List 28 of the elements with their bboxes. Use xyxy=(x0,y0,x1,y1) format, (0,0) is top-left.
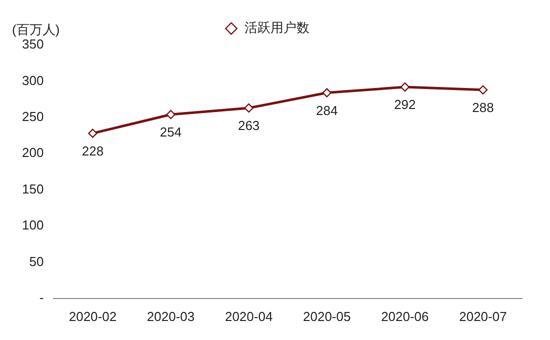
y-tick-label: 200 xyxy=(22,145,44,160)
point xyxy=(166,110,176,120)
point xyxy=(400,82,410,92)
x-tick-label: 2020-02 xyxy=(68,308,117,324)
point xyxy=(478,85,488,94)
point xyxy=(244,103,254,113)
data-label: 292 xyxy=(394,97,416,112)
data-label: 254 xyxy=(160,124,182,140)
x-tick-label: 2020-05 xyxy=(303,308,351,324)
point xyxy=(322,88,332,98)
data-label: 228 xyxy=(82,143,104,158)
x-tick-label: 2020-07 xyxy=(459,308,507,324)
y-tick-label: 50 xyxy=(29,254,44,269)
legend-label: 活跃用户数 xyxy=(244,20,310,36)
x-tick-label: 2020-06 xyxy=(381,308,429,324)
y-tick-label: - xyxy=(39,290,44,305)
data-label: 263 xyxy=(238,118,260,134)
data-label: 284 xyxy=(316,102,338,118)
y-tick-label: 250 xyxy=(22,108,44,124)
point xyxy=(88,128,98,138)
y-tick-label: 150 xyxy=(22,181,44,196)
x-tick-label: 2020-04 xyxy=(224,308,273,324)
data-label: 288 xyxy=(472,100,494,115)
y-axis-title: (百万人) xyxy=(12,22,60,38)
y-tick-label: 300 xyxy=(22,72,44,88)
y-tick-label: 350 xyxy=(22,36,44,52)
x-tick-label: 2020-03 xyxy=(146,308,195,324)
y-tick-label: 100 xyxy=(22,218,44,233)
